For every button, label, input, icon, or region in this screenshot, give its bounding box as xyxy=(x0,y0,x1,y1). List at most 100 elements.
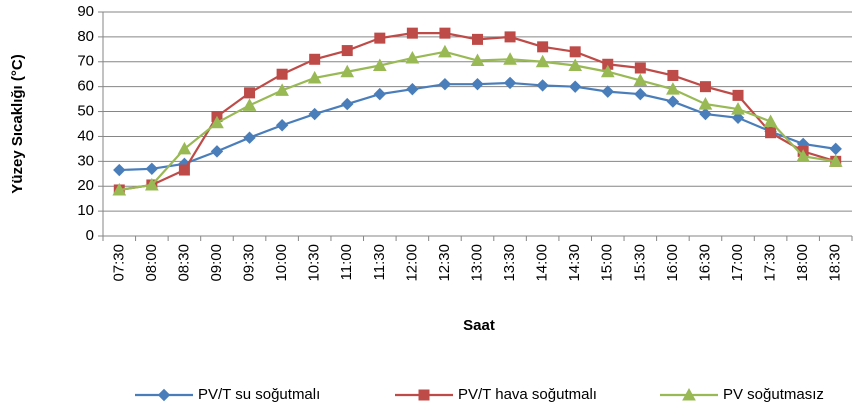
x-tick-label: 08:00 xyxy=(143,244,160,282)
x-tick-label: 14:30 xyxy=(566,244,583,282)
x-tick-label: 12:00 xyxy=(403,244,420,282)
marker xyxy=(633,73,648,86)
marker xyxy=(682,387,696,401)
x-tick-label: 16:30 xyxy=(696,244,713,282)
marker xyxy=(698,97,713,110)
marker xyxy=(503,76,517,90)
marker xyxy=(763,114,778,128)
marker xyxy=(569,46,581,58)
marker xyxy=(731,102,745,115)
legend-label: PV soğutmasız xyxy=(723,386,824,403)
marker xyxy=(112,182,127,196)
x-tick-label: 11:30 xyxy=(371,244,388,280)
marker xyxy=(504,31,516,43)
marker xyxy=(732,89,744,101)
marker xyxy=(438,44,452,58)
y-tick-label: 80 xyxy=(77,28,94,45)
marker xyxy=(439,27,451,39)
marker xyxy=(796,149,810,162)
x-tick-label: 17:30 xyxy=(762,244,779,282)
marker xyxy=(145,177,159,191)
y-tick-label: 10 xyxy=(77,202,94,219)
legend-item: PV/T hava soğutmalı xyxy=(395,386,597,403)
series-line xyxy=(119,50,836,192)
marker xyxy=(309,53,321,65)
y-tick-label: 90 xyxy=(77,3,94,20)
marker xyxy=(275,83,289,96)
y-tick-label: 70 xyxy=(77,53,94,70)
marker xyxy=(634,62,646,74)
x-tick-label: 18:30 xyxy=(827,244,844,282)
marker xyxy=(600,64,615,78)
x-tick-label: 13:30 xyxy=(501,244,518,282)
marker xyxy=(374,32,386,44)
marker xyxy=(275,119,289,132)
marker xyxy=(406,82,419,96)
marker xyxy=(601,85,614,98)
marker xyxy=(406,27,418,39)
x-tick-label: 11:00 xyxy=(338,244,355,280)
marker xyxy=(471,77,484,91)
marker xyxy=(340,64,355,78)
x-tick-label: 09:30 xyxy=(241,244,258,282)
y-tick-label: 60 xyxy=(77,78,94,95)
marker xyxy=(210,145,224,158)
marker xyxy=(568,58,583,72)
marker xyxy=(765,127,777,139)
marker xyxy=(699,107,712,121)
marker xyxy=(666,95,680,108)
x-tick-label: 17:00 xyxy=(729,244,746,282)
marker xyxy=(242,98,257,111)
marker xyxy=(307,70,322,84)
marker xyxy=(667,69,679,81)
marker xyxy=(634,87,647,101)
marker xyxy=(157,388,171,402)
marker xyxy=(373,87,387,101)
x-tick-label: 18:00 xyxy=(794,244,811,282)
marker xyxy=(438,77,452,91)
marker xyxy=(210,115,224,129)
marker xyxy=(405,51,420,64)
marker xyxy=(372,58,387,72)
y-tick-label: 40 xyxy=(77,127,94,144)
marker xyxy=(470,53,485,67)
x-tick-label: 15:00 xyxy=(599,244,616,282)
marker xyxy=(276,68,288,80)
x-tick-label: 07:30 xyxy=(110,244,127,282)
x-tick-label: 16:00 xyxy=(664,244,681,282)
marker xyxy=(178,164,190,176)
y-tick-label: 0 xyxy=(86,227,94,244)
marker xyxy=(829,142,842,156)
marker xyxy=(666,82,680,95)
x-tick-label: 15:30 xyxy=(631,244,648,282)
marker xyxy=(341,97,354,111)
marker xyxy=(341,45,353,57)
legend-item: PV/T su soğutmalı xyxy=(135,386,320,403)
legend-label: PV/T su soğutmalı xyxy=(198,386,320,403)
y-tick-label: 20 xyxy=(77,177,94,194)
marker xyxy=(535,54,550,68)
y-axis-title: Yüzey Sıcaklığı (°C) xyxy=(9,54,26,193)
x-axis-title: Saat xyxy=(463,317,495,334)
marker xyxy=(243,131,256,144)
marker xyxy=(568,80,582,93)
y-tick-label: 50 xyxy=(77,103,94,120)
x-tick-label: 13:00 xyxy=(468,244,485,282)
legend-item: PV soğutmasız xyxy=(660,386,824,403)
series-line xyxy=(119,81,836,172)
marker xyxy=(244,87,256,99)
x-tick-label: 14:00 xyxy=(534,244,551,282)
marker xyxy=(503,52,517,65)
x-tick-label: 10:30 xyxy=(306,244,323,282)
marker xyxy=(177,141,192,155)
marker xyxy=(828,154,843,167)
marker xyxy=(536,79,549,92)
x-tick-label: 10:00 xyxy=(273,244,290,282)
marker xyxy=(537,41,549,53)
x-tick-label: 08:30 xyxy=(175,244,192,282)
marker xyxy=(731,111,745,124)
marker xyxy=(308,107,321,121)
marker xyxy=(145,162,159,176)
y-tick-label: 30 xyxy=(77,152,94,169)
